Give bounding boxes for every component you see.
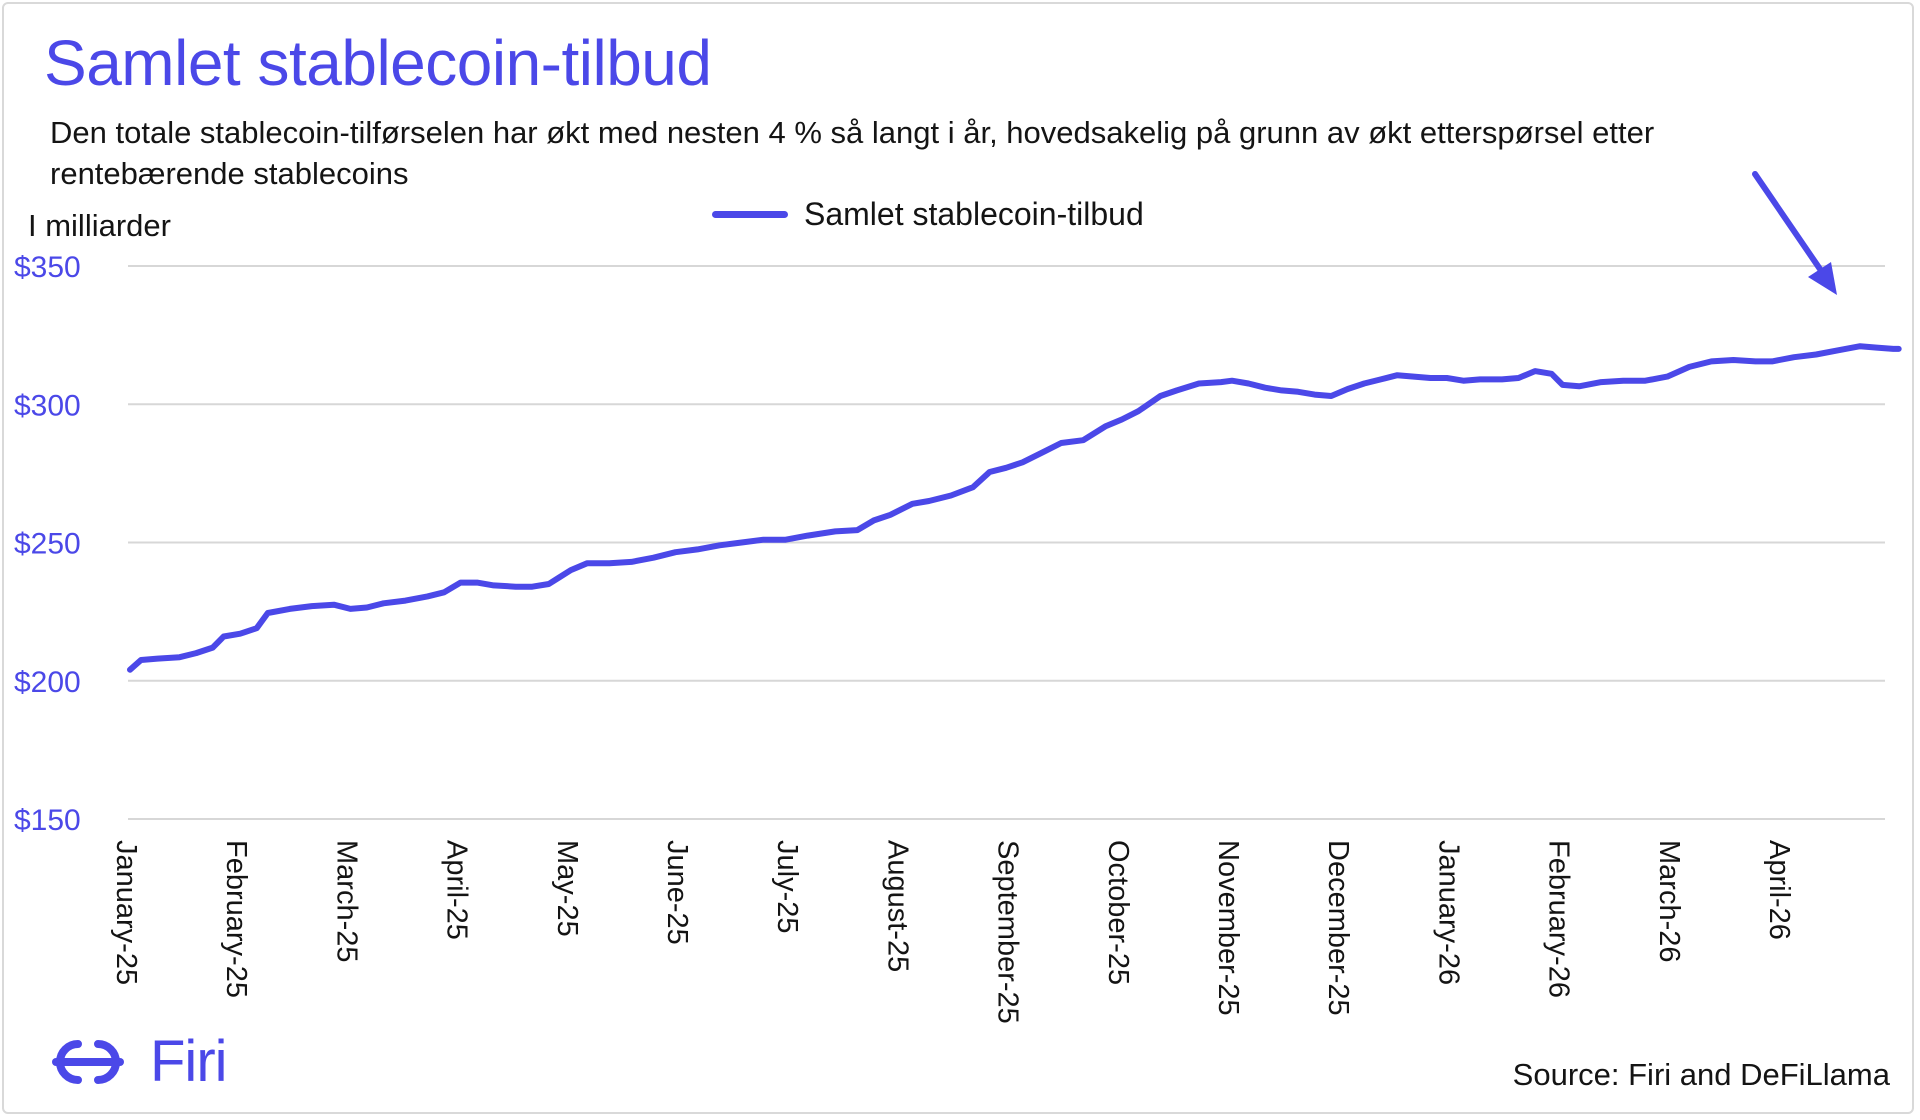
- y-axis-unit-label: I milliarder: [28, 208, 171, 243]
- annotation-arrow: [1752, 171, 1837, 295]
- x-tick-label: March-26: [1653, 840, 1685, 963]
- series-line-total-supply: [127, 343, 1902, 673]
- chart-legend: Samlet stablecoin-tilbud: [712, 196, 1144, 233]
- x-tick-label: August-25: [881, 840, 913, 972]
- page-title: Samlet stablecoin-tilbud: [44, 27, 712, 99]
- x-tick-label: October-25: [1102, 840, 1134, 985]
- grid-lines: [128, 265, 1885, 820]
- x-tick-label: April-25: [441, 840, 473, 940]
- x-tick-label: June-25: [661, 840, 693, 945]
- x-tick-label: February-26: [1543, 840, 1575, 998]
- x-tick-label: March-25: [330, 840, 362, 963]
- source-note: Source: Firi and DeFiLlama: [1512, 1057, 1890, 1092]
- firi-logo: Firi: [38, 1028, 228, 1095]
- x-tick-label: December-25: [1322, 840, 1354, 1016]
- x-axis-ticks: January-25 February-25 March-25 April-25 May…: [110, 840, 1795, 1024]
- x-tick-label: November-25: [1212, 840, 1244, 1016]
- x-tick-label: July-25: [771, 840, 803, 934]
- legend-label: Samlet stablecoin-tilbud: [804, 196, 1144, 232]
- x-tick-label: May-25: [551, 840, 583, 937]
- x-tick-label: January-26: [1432, 840, 1464, 985]
- x-tick-label: September-25: [992, 840, 1024, 1024]
- x-tick-label: April-26: [1763, 840, 1795, 940]
- x-tick-label: January-25: [110, 840, 142, 985]
- firi-logo-icon: [52, 1039, 124, 1084]
- y-tick-label: $250: [14, 528, 81, 561]
- y-tick-label: $300: [14, 389, 81, 422]
- y-tick-label: $150: [14, 804, 81, 837]
- y-tick-label: $200: [14, 666, 81, 699]
- y-axis-ticks: $150 $200 $250 $300 $350: [14, 251, 81, 837]
- firi-logo-text: Firi: [150, 1029, 228, 1094]
- chart-subtitle: Den totale stablecoin-tilførselen har øk…: [50, 115, 1655, 191]
- legend-line-swatch: [712, 211, 788, 218]
- y-tick-label: $350: [14, 251, 81, 284]
- x-tick-label: February-25: [220, 840, 252, 998]
